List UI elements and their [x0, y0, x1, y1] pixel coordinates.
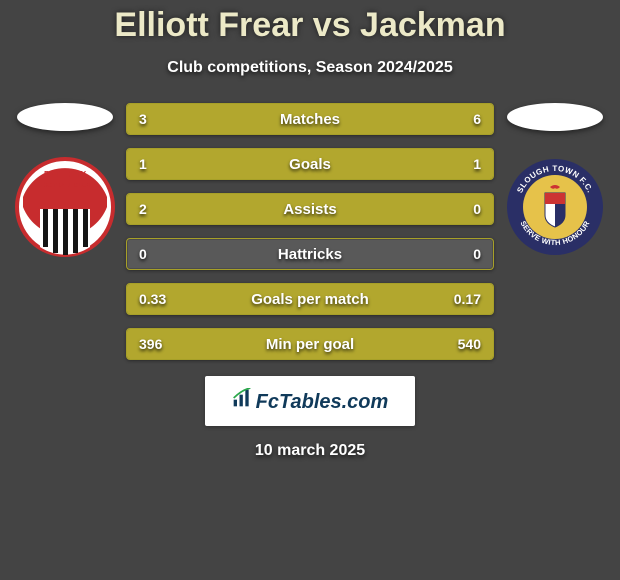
- right-country-flag: [507, 103, 603, 131]
- stat-label: Hattricks: [127, 246, 493, 263]
- stat-bar-min-per-goal: Min per goal396540: [126, 328, 494, 360]
- svg-text:FOOTBALL CLUB: FOOTBALL CLUB: [40, 183, 92, 189]
- stat-fill-left: [127, 194, 493, 224]
- page-title: Elliott Frear vs Jackman: [114, 6, 505, 45]
- comparison-row: BATH CITY FOOTBALL CLUB Matches36 Goals11…: [0, 103, 620, 360]
- stat-fill-left: [127, 149, 310, 179]
- stat-fill-right: [310, 149, 493, 179]
- snapshot-date: 10 march 2025: [255, 442, 365, 460]
- fctables-logo[interactable]: FcTables.com: [205, 376, 415, 426]
- left-country-flag: [17, 103, 113, 131]
- svg-text:BATH CITY: BATH CITY: [44, 170, 87, 179]
- stat-fill-right: [369, 284, 493, 314]
- stat-value-left: 0: [139, 246, 147, 262]
- stat-bar-matches: Matches36: [126, 103, 494, 135]
- stat-bar-assists: Assists20: [126, 193, 494, 225]
- fctables-text: FcTables.com: [256, 391, 389, 414]
- slough-town-badge-icon: SLOUGH TOWN F.C. SERVE WITH HONOUR: [505, 157, 605, 257]
- stat-fill-right: [282, 329, 493, 359]
- stat-bar-hattricks: Hattricks0 0: [126, 238, 494, 270]
- stat-value-right: 0: [473, 246, 481, 262]
- right-club-badge: SLOUGH TOWN F.C. SERVE WITH HONOUR: [505, 157, 605, 257]
- left-player-side: BATH CITY FOOTBALL CLUB: [10, 103, 120, 257]
- stats-column: Matches36 Goals11 Assists20 Hattricks0 0 Goal…: [120, 103, 500, 360]
- left-club-badge: BATH CITY FOOTBALL CLUB: [15, 157, 115, 257]
- stat-bar-goals: Goals11: [126, 148, 494, 180]
- bath-city-badge-icon: BATH CITY FOOTBALL CLUB: [15, 157, 115, 257]
- right-player-side: SLOUGH TOWN F.C. SERVE WITH HONOUR: [500, 103, 610, 257]
- chart-icon: [232, 388, 252, 408]
- comparison-card: Elliott Frear vs Jackman Club competitio…: [0, 0, 620, 580]
- stat-fill-left: [127, 104, 249, 134]
- stat-fill-left: [127, 329, 282, 359]
- season-subtitle: Club competitions, Season 2024/2025: [167, 59, 452, 77]
- stat-fill-left: [127, 284, 369, 314]
- stat-bar-goals-per-match: Goals per match0.330.17: [126, 283, 494, 315]
- stat-fill-right: [249, 104, 493, 134]
